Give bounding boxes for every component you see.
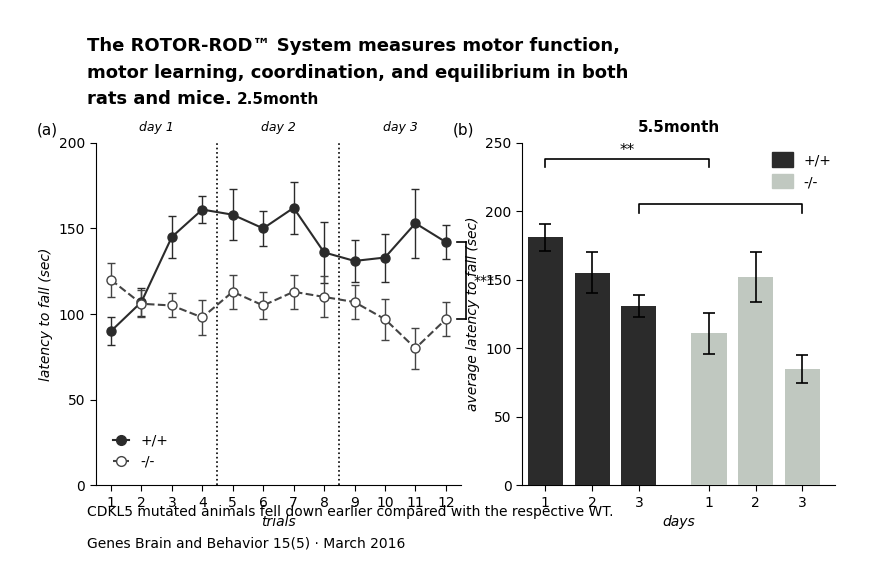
Bar — [527, 238, 562, 485]
X-axis label: days: days — [661, 515, 694, 529]
Text: The ROTOR-ROD™ System measures motor function,
motor learning, coordination, and: The ROTOR-ROD™ System measures motor fun… — [87, 37, 627, 108]
Title: 2.5month: 2.5month — [237, 92, 319, 107]
Title: 5.5month: 5.5month — [637, 120, 719, 135]
Text: CDKL5 mutated animals fell down earlier compared with the respective WT.: CDKL5 mutated animals fell down earlier … — [87, 505, 613, 520]
Bar — [620, 306, 655, 485]
Bar — [738, 277, 773, 485]
Bar — [784, 369, 819, 485]
Text: day 2: day 2 — [261, 121, 295, 134]
Text: **: ** — [619, 143, 634, 158]
Legend: +/+, -/-: +/+, -/- — [768, 150, 833, 192]
Text: (a): (a) — [37, 122, 58, 137]
Text: (b): (b) — [453, 122, 474, 137]
X-axis label: trials: trials — [261, 515, 295, 529]
Y-axis label: latency to fall (sec): latency to fall (sec) — [39, 247, 53, 381]
Bar — [574, 273, 609, 485]
Legend: +/+, -/-: +/+, -/- — [109, 431, 171, 472]
Text: day 1: day 1 — [139, 121, 174, 134]
Bar — [691, 333, 726, 485]
Text: day 3: day 3 — [382, 121, 417, 134]
Text: Genes Brain and Behavior 15(5) · March 2016: Genes Brain and Behavior 15(5) · March 2… — [87, 537, 405, 551]
Text: ***: *** — [473, 274, 494, 288]
Y-axis label: average latency to fall (sec): average latency to fall (sec) — [465, 217, 479, 411]
